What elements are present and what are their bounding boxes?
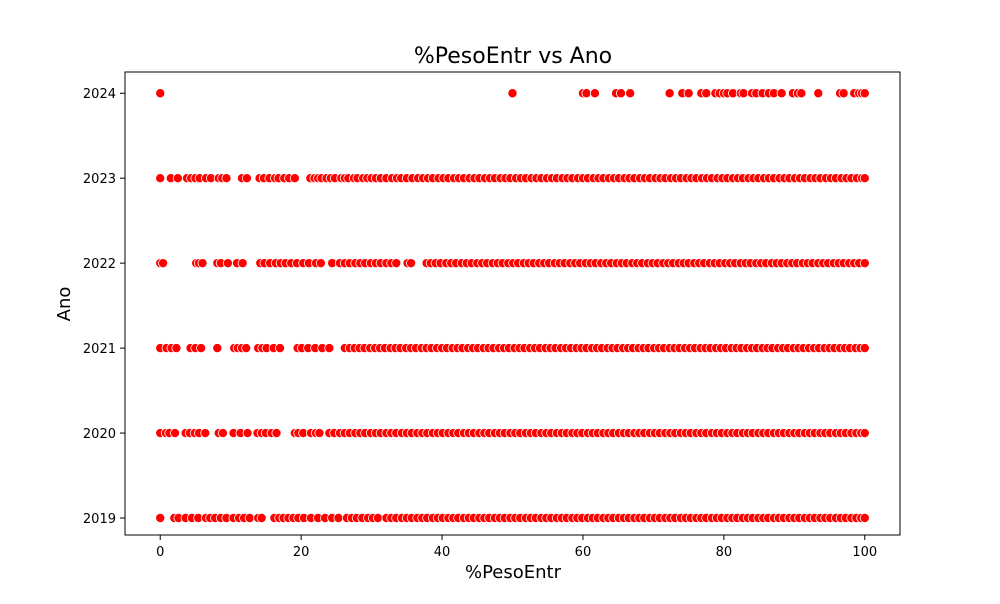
y-tick-label-2021: 2021	[83, 342, 116, 357]
data-point-2022-9	[237, 258, 248, 269]
y-tick-label-2023: 2023	[83, 172, 116, 187]
data-point-2020-129	[859, 428, 870, 439]
chart-title: %PesoEntr vs Ano	[414, 44, 612, 69]
data-point-2020-10	[217, 428, 228, 439]
data-point-2024-25	[776, 88, 787, 99]
data-point-2022-122	[859, 258, 870, 269]
y-tick-label-2020: 2020	[83, 427, 116, 442]
data-point-2024-8	[664, 88, 675, 99]
data-point-2022-36	[406, 258, 417, 269]
x-tick-label-40: 40	[434, 545, 451, 560]
y-axis-label: Ano	[54, 287, 75, 322]
x-tick-label-60: 60	[575, 545, 592, 560]
data-point-2024-19	[738, 88, 749, 99]
data-point-2022-7	[222, 258, 233, 269]
data-point-2021-22	[324, 343, 335, 354]
data-point-2024-7	[625, 88, 636, 99]
data-point-2023-21	[289, 173, 300, 184]
data-points	[155, 88, 870, 524]
data-point-2019-14	[244, 513, 255, 524]
x-axis-label: %PesoEntr	[465, 562, 562, 583]
y-tick-label-2019: 2019	[83, 512, 116, 527]
data-point-2019-129	[859, 513, 870, 524]
x-tick-label-20: 20	[293, 545, 310, 560]
x-tick-label-80: 80	[716, 545, 733, 560]
data-point-2022-21	[315, 258, 326, 269]
data-point-2020-24	[314, 428, 325, 439]
x-axis-ticks: 0 20 40 60 80 100	[156, 535, 877, 560]
x-tick-label-100: 100	[852, 545, 877, 560]
data-point-2024-12	[701, 88, 712, 99]
data-point-2021-3	[171, 343, 182, 354]
data-point-2022-34	[391, 258, 402, 269]
data-point-2024-28	[796, 88, 807, 99]
data-point-2024-3	[581, 88, 592, 99]
y-tick-label-2022: 2022	[83, 257, 116, 272]
data-point-2021-11	[241, 343, 252, 354]
data-point-2021-6	[196, 343, 207, 354]
data-point-2019-0	[155, 513, 166, 524]
data-point-2019-28	[333, 513, 344, 524]
data-point-2022-4	[197, 258, 208, 269]
data-point-2023-13	[241, 173, 252, 184]
data-point-2021-16	[274, 343, 285, 354]
data-point-2023-132	[859, 173, 870, 184]
data-point-2021-7	[212, 343, 223, 354]
y-axis-ticks: 2019 2020 2021 2022 2023 2024	[83, 87, 125, 527]
data-point-2020-3	[170, 428, 181, 439]
y-tick-label-2024: 2024	[83, 87, 116, 102]
data-point-2024-10	[683, 88, 694, 99]
data-point-2023-2	[172, 173, 183, 184]
data-point-2024-4	[589, 88, 600, 99]
data-point-2024-35	[859, 88, 870, 99]
data-point-2021-124	[859, 343, 870, 354]
data-point-2020-13	[242, 428, 253, 439]
data-point-2020-8	[200, 428, 211, 439]
data-point-2023-11	[221, 173, 232, 184]
data-point-2022-1	[158, 258, 169, 269]
data-point-2024-1	[507, 88, 518, 99]
data-point-2023-0	[155, 173, 166, 184]
data-point-2024-6	[616, 88, 627, 99]
plot-frame	[124, 71, 901, 536]
data-point-2019-35	[372, 513, 383, 524]
data-point-2024-31	[838, 88, 849, 99]
data-point-2024-0	[155, 88, 166, 99]
x-tick-label-0: 0	[156, 545, 164, 560]
data-point-2020-18	[271, 428, 282, 439]
data-point-2019-16	[256, 513, 267, 524]
data-point-2024-29	[813, 88, 824, 99]
